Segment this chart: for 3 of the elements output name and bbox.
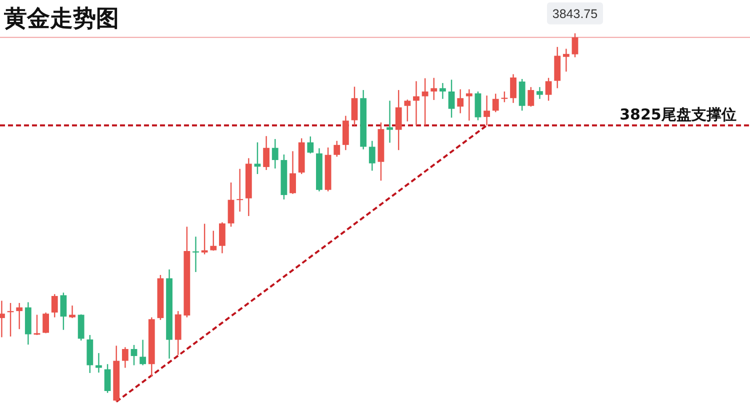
- chart-title: 黄金走势图: [3, 5, 119, 32]
- text: 3843.75: [552, 6, 598, 21]
- text: 3825尾盘支撑位: [620, 105, 736, 124]
